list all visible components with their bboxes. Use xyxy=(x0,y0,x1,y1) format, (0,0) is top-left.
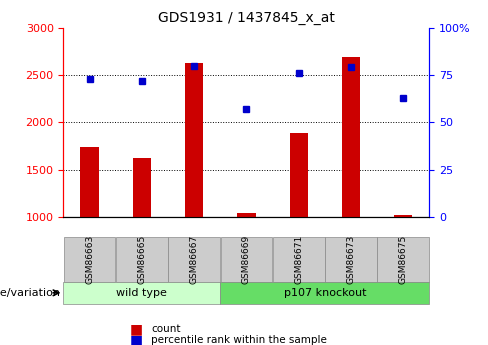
Bar xyxy=(185,63,203,217)
FancyBboxPatch shape xyxy=(63,282,220,304)
Text: wild type: wild type xyxy=(117,288,167,298)
Bar xyxy=(394,215,412,217)
Text: GSM86671: GSM86671 xyxy=(294,235,303,284)
Text: GSM86669: GSM86669 xyxy=(242,235,251,284)
Title: GDS1931 / 1437845_x_at: GDS1931 / 1437845_x_at xyxy=(158,11,335,25)
FancyBboxPatch shape xyxy=(168,237,220,282)
FancyBboxPatch shape xyxy=(325,237,377,282)
FancyBboxPatch shape xyxy=(220,282,429,304)
FancyBboxPatch shape xyxy=(64,237,116,282)
Text: GSM86663: GSM86663 xyxy=(85,235,94,284)
Text: GSM86675: GSM86675 xyxy=(399,235,408,284)
FancyBboxPatch shape xyxy=(116,237,168,282)
Bar xyxy=(81,147,99,217)
Bar xyxy=(289,133,308,217)
FancyBboxPatch shape xyxy=(377,237,429,282)
Text: ■: ■ xyxy=(130,323,143,336)
Text: genotype/variation: genotype/variation xyxy=(0,288,63,298)
Text: ■: ■ xyxy=(130,333,143,345)
Bar xyxy=(342,57,360,217)
Text: percentile rank within the sample: percentile rank within the sample xyxy=(151,335,327,345)
Text: p107 knockout: p107 knockout xyxy=(284,288,366,298)
Text: GSM86665: GSM86665 xyxy=(137,235,146,284)
Text: count: count xyxy=(151,325,181,334)
FancyBboxPatch shape xyxy=(221,237,272,282)
Bar xyxy=(133,158,151,217)
Text: GSM86667: GSM86667 xyxy=(190,235,199,284)
Text: GSM86673: GSM86673 xyxy=(346,235,356,284)
FancyBboxPatch shape xyxy=(273,237,325,282)
Bar xyxy=(237,213,256,217)
